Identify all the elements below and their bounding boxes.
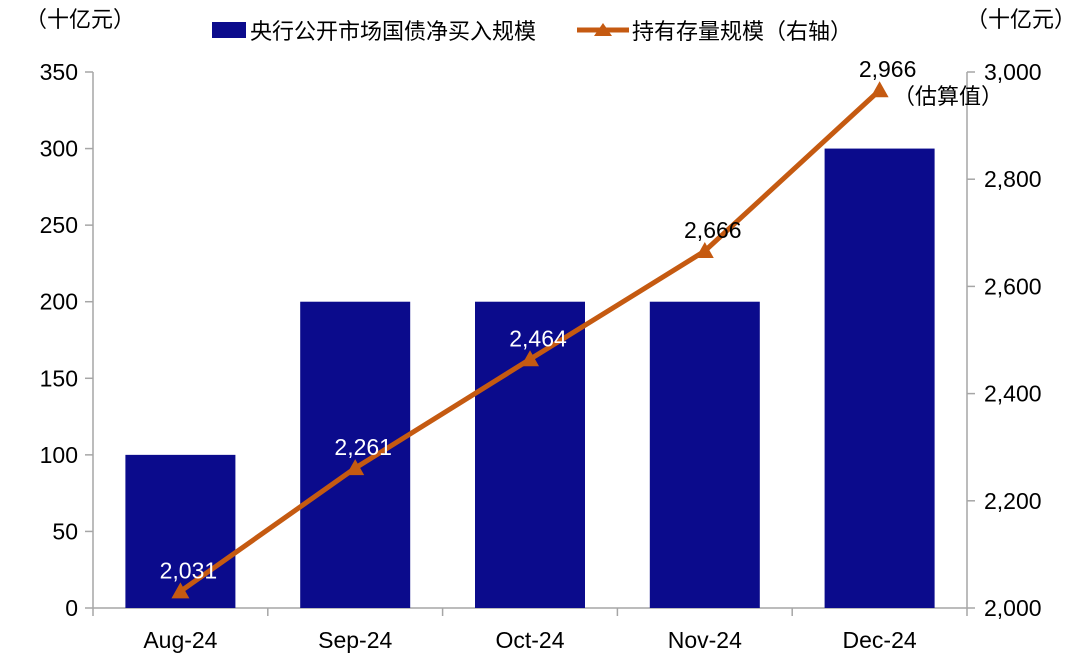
marker-Dec-24 bbox=[870, 81, 889, 98]
legend-line-label: 持有存量规模（右轴） bbox=[632, 19, 853, 44]
marker-Nov-24 bbox=[695, 242, 714, 259]
x-axis: Aug-24 Sep-24 Oct-24 Nov-24 Dec-24 bbox=[92, 608, 968, 653]
line-data-labels: 2,031 2,261 2,464 2,666 2,966 bbox=[160, 56, 917, 583]
x-axis-label: Aug-24 bbox=[143, 627, 217, 653]
right-axis-tick-label: 3,000 bbox=[984, 59, 1042, 85]
left-axis-tick-label: 150 bbox=[40, 365, 78, 391]
estimate-annotation: （估算值） bbox=[893, 84, 1003, 109]
x-axis-label: Sep-24 bbox=[318, 627, 392, 653]
data-label-Nov-24: 2,666 bbox=[684, 217, 742, 243]
left-axis-tick-label: 100 bbox=[40, 442, 78, 468]
left-axis: 0 50 100 150 200 250 300 350 bbox=[40, 59, 93, 621]
bar-series bbox=[125, 148, 935, 609]
bar-Sep-24 bbox=[300, 301, 411, 608]
marker-Aug-24 bbox=[171, 582, 190, 599]
right-axis-tick-label: 2,600 bbox=[984, 273, 1042, 299]
left-axis-tick-label: 300 bbox=[40, 136, 78, 162]
right-axis-tick-label: 2,400 bbox=[984, 381, 1042, 407]
legend-item-line: 持有存量规模（右轴） bbox=[577, 14, 852, 46]
right-axis-tick-label: 2,800 bbox=[984, 166, 1042, 192]
left-axis-tick-label: 0 bbox=[65, 595, 78, 621]
data-label-Sep-24: 2,261 bbox=[334, 434, 392, 460]
right-axis-tick-label: 2,000 bbox=[984, 595, 1042, 621]
data-label-Aug-24: 2,031 bbox=[160, 557, 218, 583]
legend: 央行公开市场国债净买入规模 持有存量规模（右轴） bbox=[212, 14, 852, 46]
left-axis-tick-label: 200 bbox=[40, 289, 78, 315]
x-axis-label: Oct-24 bbox=[495, 627, 564, 653]
legend-item-bar: 央行公开市场国债净买入规模 bbox=[212, 14, 536, 46]
x-axis-label: Dec-24 bbox=[843, 627, 917, 653]
legend-bar-label: 央行公开市场国债净买入规模 bbox=[250, 19, 537, 44]
right-axis-unit-label: （十亿元） bbox=[965, 7, 1076, 32]
left-axis-tick-label: 50 bbox=[52, 518, 78, 544]
bar-series-swatch-icon bbox=[212, 22, 246, 38]
right-axis: 2,000 2,200 2,400 2,600 2,800 3,000 bbox=[967, 59, 1042, 621]
line-series-swatch-icon bbox=[577, 23, 630, 36]
left-axis-unit-label: （十亿元） bbox=[25, 7, 136, 32]
right-axis-tick-label: 2,200 bbox=[984, 488, 1042, 514]
x-axis-label: Nov-24 bbox=[668, 627, 742, 653]
marker-Oct-24 bbox=[521, 350, 539, 367]
marker-Sep-24 bbox=[346, 459, 365, 476]
data-label-Oct-24: 2,464 bbox=[509, 325, 567, 351]
data-label-Dec-24: 2,966 bbox=[859, 56, 917, 82]
left-axis-tick-label: 250 bbox=[40, 212, 78, 238]
line-markers bbox=[171, 81, 889, 599]
bar-Nov-24 bbox=[649, 301, 760, 608]
bar-Dec-24 bbox=[824, 148, 935, 609]
left-axis-tick-label: 350 bbox=[40, 59, 78, 85]
